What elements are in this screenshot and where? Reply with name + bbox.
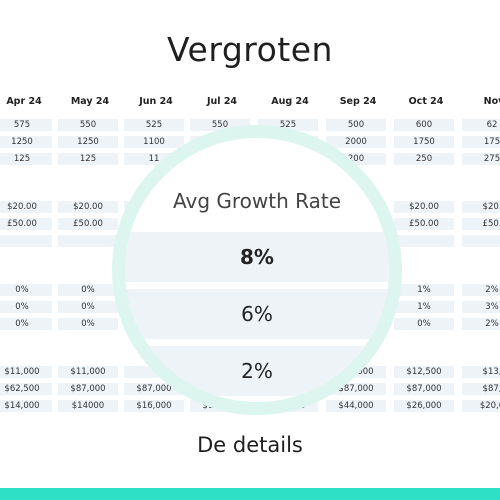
table-cell: 0% (58, 318, 118, 330)
accent-bar (0, 488, 500, 500)
table-cell: $62,500 (0, 383, 52, 395)
table-cell: 175 (462, 136, 500, 148)
table-cell: 125 (0, 153, 52, 165)
table-cell: $87, (462, 383, 500, 395)
table-cell: $87,000 (58, 383, 118, 395)
lens-value-3: 2% (125, 346, 389, 396)
table-cell: 125 (58, 153, 118, 165)
table-cell: 1750 (394, 136, 454, 148)
table-cell: $20.00 (0, 201, 52, 213)
table-cell: $12,500 (394, 366, 454, 378)
table-cell: 1% (394, 301, 454, 313)
table-cell: 550 (58, 119, 118, 131)
table-cell: $20. (462, 201, 500, 213)
table-cell: $20.00 (394, 201, 454, 213)
table-cell: 600 (394, 119, 454, 131)
table-cell: 0% (58, 301, 118, 313)
table-cell: $13, (462, 366, 500, 378)
table-cell: $11,000 (0, 366, 52, 378)
table-cell: 1250 (58, 136, 118, 148)
lens-value-1: 8% (125, 232, 389, 282)
month-header: Oct 24 (408, 96, 444, 107)
table-cell-empty (0, 235, 52, 247)
table-cell: 575 (0, 119, 52, 131)
magnifier-lens: Avg Growth Rate 8% 6% 2% (112, 125, 402, 415)
lens-value-2: 6% (125, 289, 389, 339)
table-cell: 0% (0, 318, 52, 330)
table-cell-empty (58, 235, 118, 247)
month-header: Jul 24 (206, 96, 238, 107)
table-cell: 0% (394, 318, 454, 330)
table-cell: 0% (0, 284, 52, 296)
table-cell: £50.00 (0, 218, 52, 230)
table-cell: $14,000 (0, 400, 52, 412)
table-cell: $20,0 (462, 400, 500, 412)
table-cell: £50.00 (58, 218, 118, 230)
table-cell: 1100 (124, 136, 184, 148)
table-cell: $11,000 (58, 366, 118, 378)
table-cell: 1250 (0, 136, 52, 148)
table-cell: 500 (326, 119, 386, 131)
month-header: Aug 24 (271, 96, 309, 107)
page-title: Vergroten (167, 30, 333, 69)
month-header: Jun 24 (139, 96, 173, 107)
table-cell: 250 (394, 153, 454, 165)
month-header: Sep 24 (339, 96, 377, 107)
table-cell: 2% (462, 284, 500, 296)
table-cell: 0% (0, 301, 52, 313)
table-cell-empty (462, 235, 500, 247)
table-cell: £50. (462, 218, 500, 230)
table-cell: 2% (462, 318, 500, 330)
table-cell: $16,000 (124, 400, 184, 412)
table-cell: 1% (394, 284, 454, 296)
details-label: De details (197, 433, 303, 457)
table-cell: 525 (124, 119, 184, 131)
lens-title: Avg Growth Rate (172, 189, 341, 213)
month-header: Apr 24 (6, 96, 42, 107)
table-cell: £50.00 (394, 218, 454, 230)
table-cell: $44,000 (326, 400, 386, 412)
table-cell: $20.00 (58, 201, 118, 213)
table-cell: $87,000 (394, 383, 454, 395)
month-header: Nov (483, 96, 500, 107)
table-cell: 0% (58, 284, 118, 296)
table-cell: $26,000 (394, 400, 454, 412)
table-cell: 275 (462, 153, 500, 165)
table-cell: $14000 (58, 400, 118, 412)
month-header: May 24 (70, 96, 110, 107)
table-cell-empty (394, 235, 454, 247)
table-cell: 62 (462, 119, 500, 131)
table-cell: 2000 (326, 136, 386, 148)
table-cell: 3% (462, 301, 500, 313)
